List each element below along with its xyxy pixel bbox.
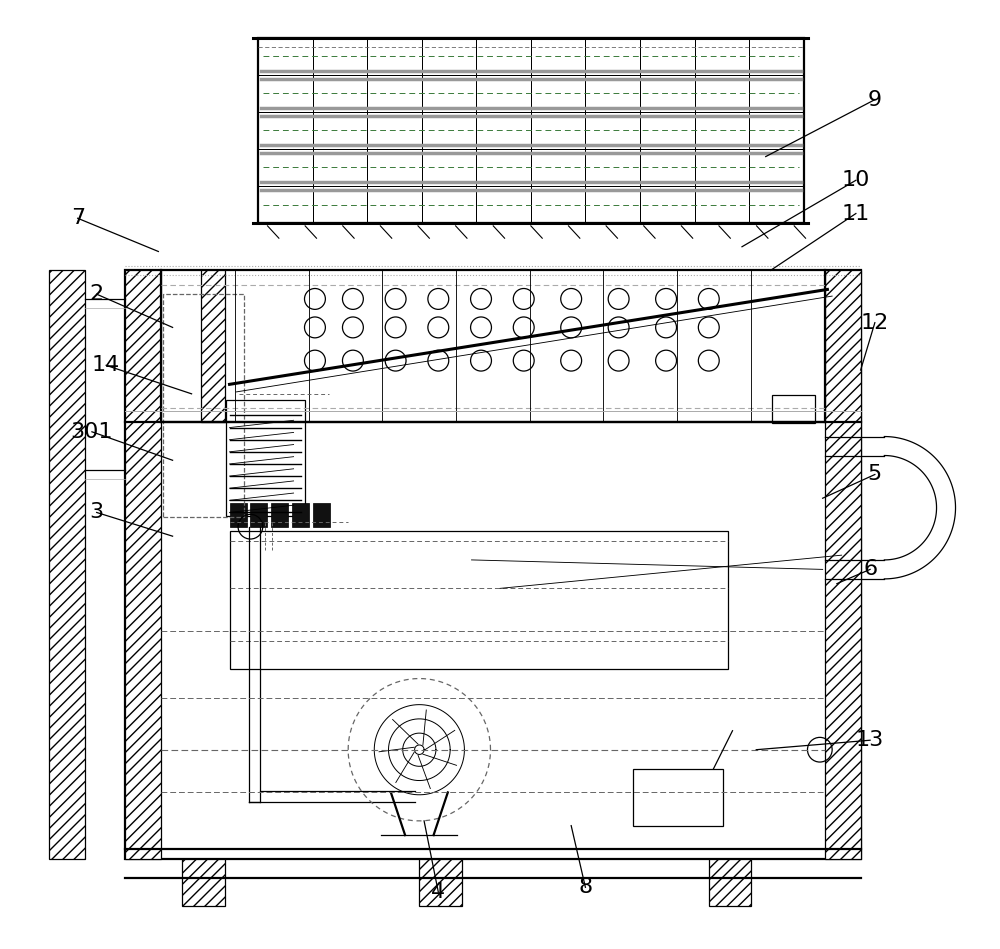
Text: 3: 3: [90, 502, 104, 523]
Bar: [49, 270, 85, 859]
Text: 301: 301: [71, 421, 113, 442]
Bar: [182, 859, 225, 906]
Bar: [125, 270, 861, 859]
Text: 14: 14: [92, 355, 120, 376]
Bar: [271, 503, 288, 527]
Text: 6: 6: [863, 559, 877, 580]
Bar: [201, 270, 225, 422]
Text: 5: 5: [868, 464, 882, 485]
Bar: [230, 503, 247, 527]
Bar: [292, 503, 309, 527]
Text: 10: 10: [842, 170, 870, 191]
Bar: [230, 531, 728, 669]
Text: 9: 9: [868, 89, 882, 110]
Bar: [633, 769, 723, 826]
Bar: [419, 859, 462, 906]
Bar: [125, 270, 161, 859]
Bar: [709, 859, 751, 906]
Text: 13: 13: [856, 730, 884, 751]
Bar: [772, 395, 815, 423]
Bar: [250, 503, 267, 527]
Bar: [226, 400, 305, 516]
Text: 8: 8: [578, 877, 592, 898]
Text: 12: 12: [861, 312, 889, 333]
Text: 2: 2: [90, 284, 104, 305]
Bar: [313, 503, 330, 527]
Bar: [163, 294, 244, 517]
Text: 4: 4: [431, 882, 445, 902]
Bar: [825, 270, 861, 859]
Bar: [258, 38, 804, 223]
Text: 11: 11: [842, 203, 870, 224]
Text: 7: 7: [71, 208, 85, 229]
